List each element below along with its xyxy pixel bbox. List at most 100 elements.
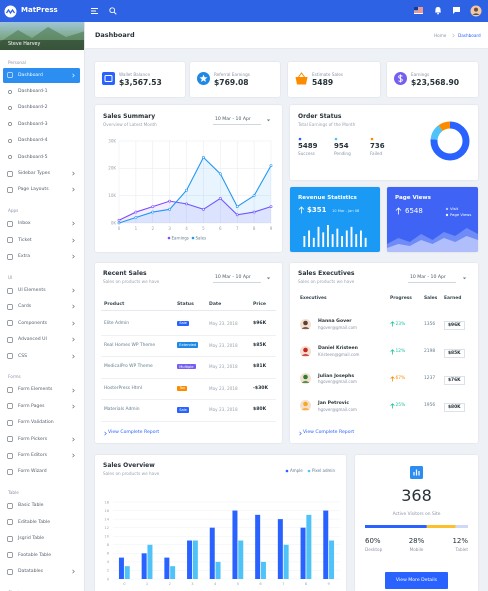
menu-item[interactable]: Inbox: [3, 216, 80, 231]
page-views-card: Page Views 6548 Visit Page Views: [387, 187, 478, 252]
breadcrumb-home[interactable]: Home: [434, 33, 447, 38]
page-title: Dashboard: [95, 31, 135, 39]
menu-item[interactable]: Components: [3, 316, 80, 331]
menu-icon-box: [7, 469, 13, 475]
menu-icon: [7, 304, 13, 310]
menu-item[interactable]: Dashboard-3: [3, 117, 80, 132]
x-tick-label: 7: [236, 226, 239, 231]
menu-icon: [7, 420, 13, 426]
menu-item[interactable]: Editable Table: [3, 515, 80, 530]
menu-item[interactable]: Page Layouts: [3, 182, 80, 197]
status-label: Pending: [334, 151, 351, 156]
column-header: Sales: [424, 296, 438, 301]
revenue-bars: [303, 225, 367, 247]
menu-item[interactable]: Dashboard: [3, 67, 80, 83]
bar: [164, 557, 170, 579]
card-title: Recent Sales: [103, 270, 147, 277]
executive-name: Hanna Gover: [318, 319, 352, 324]
language-flag[interactable]: [414, 7, 423, 14]
menu-label: Editable Table: [18, 519, 51, 525]
bar: [209, 527, 215, 579]
search-icon[interactable]: [109, 7, 117, 15]
menu-item[interactable]: Form Validation: [3, 415, 80, 430]
card-subtitle: Sales on products we have: [103, 471, 160, 476]
view-report-link[interactable]: View Complete Report: [303, 430, 355, 435]
menu-item[interactable]: Form Editors: [3, 448, 80, 463]
menu-chevron: [72, 453, 75, 458]
menu-icon-box: [7, 568, 13, 575]
menu-item[interactable]: Dashboard-4: [3, 133, 80, 148]
menu-icon-box: [7, 221, 13, 227]
menu-item[interactable]: UI Elements: [3, 283, 80, 298]
y-tick-label: 0: [107, 577, 110, 581]
menu-item[interactable]: Advanced UI: [3, 332, 80, 347]
menu-item[interactable]: Extra: [3, 249, 80, 264]
chevron: [72, 354, 75, 359]
data-point: [252, 210, 256, 214]
menu-item[interactable]: Jsgrid Table: [3, 531, 80, 546]
menu-item[interactable]: Dashboard-5: [3, 150, 80, 165]
menu-item[interactable]: Footable Table: [3, 548, 80, 563]
notification-icon[interactable]: [434, 6, 442, 15]
sales-count: 1956: [424, 403, 436, 409]
column-header: Status: [177, 302, 194, 307]
bar: [308, 230, 311, 247]
bar: [306, 514, 312, 579]
series-area: [119, 198, 271, 223]
menu-item[interactable]: CSS: [3, 349, 80, 364]
menu-icon: [7, 221, 13, 227]
x-tick-label: 8: [305, 582, 308, 586]
breadcrumb-current: Dashboard: [458, 33, 481, 38]
visitor-count: 368: [401, 486, 432, 505]
menu-item[interactable]: Dashboard-2: [3, 100, 80, 115]
x-tick-label: 0: [118, 226, 121, 231]
dot: [307, 469, 311, 472]
series-area: [119, 157, 271, 223]
brand-logo[interactable]: [4, 5, 17, 18]
user-avatar[interactable]: [470, 5, 482, 17]
range-dropdown[interactable]: 10 Mar - 10 Apr: [213, 117, 261, 125]
menu-chevron: [72, 288, 75, 293]
y-tick-label: 18: [104, 500, 109, 504]
menu-item[interactable]: Form Pages: [3, 399, 80, 414]
bar: [364, 237, 367, 247]
menu-item[interactable]: Dashboard-1: [3, 84, 80, 99]
menu-item[interactable]: Form Pickers: [3, 432, 80, 447]
menu-item[interactable]: Ticket: [3, 233, 80, 248]
executive-email: hgover@gmail.com: [318, 406, 357, 412]
menu-item[interactable]: Datatables: [3, 564, 80, 579]
sales-count: 2198: [424, 348, 436, 354]
chevron: [72, 305, 75, 309]
page-views-area: [387, 236, 478, 252]
menu-icon-box: [7, 353, 13, 359]
profile-name[interactable]: Steve Harvey: [8, 42, 41, 47]
menu-item[interactable]: Form Elements: [3, 382, 80, 397]
card-subtitle: Sales on products we have: [103, 279, 160, 284]
menu-item[interactable]: Cards: [3, 299, 80, 314]
menu-item[interactable]: Basic Table: [3, 498, 80, 513]
range-dropdown[interactable]: 10 Mar - 10 Apr: [408, 275, 456, 283]
status-badge: Extended: [177, 342, 199, 348]
column-header: Progress: [390, 296, 412, 301]
y-tick-label: 4: [107, 560, 110, 564]
bar: [326, 225, 329, 247]
menu-item[interactable]: Sidebar Types: [3, 166, 80, 181]
y-tick-label: 16: [104, 509, 109, 513]
range-dropdown[interactable]: 10 Mar - 10 Apr: [213, 275, 261, 283]
menu-chevron: [72, 337, 75, 342]
details-button[interactable]: View More Details: [385, 572, 448, 589]
bar: [355, 234, 358, 247]
menu-icon: [7, 72, 13, 78]
bar: [300, 527, 306, 579]
view-report-link[interactable]: View Complete Report: [108, 430, 160, 435]
legend-label: Visit: [450, 206, 459, 211]
menu-toggle[interactable]: [91, 7, 99, 15]
message-icon[interactable]: [452, 6, 461, 15]
menu-item[interactable]: Form Wizard: [3, 464, 80, 479]
progress-segment: [365, 525, 427, 528]
menu-icon-dot: [8, 106, 12, 110]
y-tick-label: 10K: [108, 193, 116, 198]
earned-amount: $96K: [444, 321, 465, 331]
x-tick-label: 4: [214, 582, 217, 586]
executive-name: Jan Petrovic: [318, 400, 350, 406]
